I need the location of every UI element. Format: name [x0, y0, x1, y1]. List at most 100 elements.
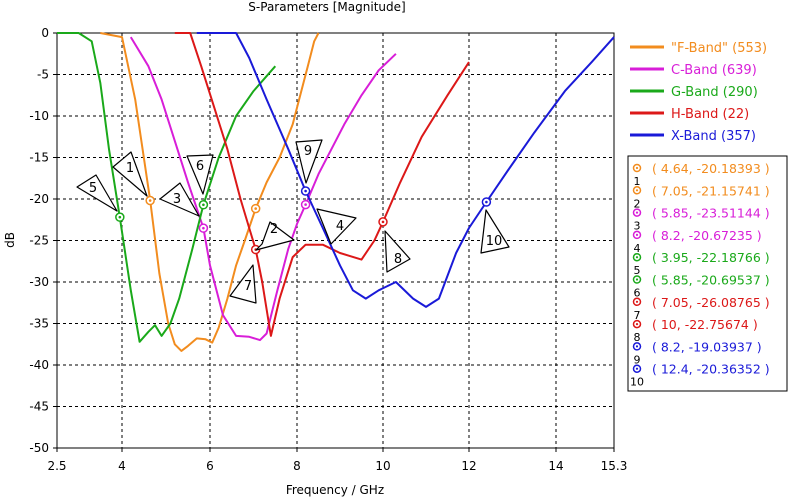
- readout-6-number: 6: [634, 287, 641, 300]
- y-tick-label: -15: [29, 151, 49, 165]
- readout-7-icon-dot: [635, 300, 639, 303]
- readout-1-icon-dot: [635, 166, 639, 170]
- readout-3-number: 3: [634, 220, 641, 233]
- series-line-5: [196, 32, 615, 308]
- readout-3-value: ( 5.85, -23.51144 ): [652, 206, 770, 221]
- series-line-4: [174, 32, 470, 337]
- axis-ticks: 2.5 4 6 8 10 12 14 15.30-5-10-15-20-25-30-35-40…: [29, 26, 627, 473]
- marker-1-callout-label: 1: [126, 161, 134, 176]
- grid: [57, 33, 614, 448]
- x-axis-label: Frequency / GHz: [286, 483, 384, 497]
- readout-9-value: ( 8.2, -19.03937 ): [652, 339, 762, 354]
- readout-5-number: 5: [634, 264, 641, 277]
- marker-8-callout-label: 8: [394, 252, 402, 267]
- marker-5-callout-label: 5: [89, 181, 97, 196]
- marker-9-callout-label: 9: [304, 144, 312, 159]
- marker-9-dot: [304, 189, 307, 193]
- marker-readout: 1 ( 4.64, -20.18393 ) 2 ( 7.05, -21.15741 )…: [630, 161, 770, 389]
- chart-title: S-Parameters [Magnitude]: [248, 0, 405, 14]
- marker-5-dot: [118, 215, 122, 219]
- y-tick-label: -30: [29, 275, 49, 289]
- marker-2-callout: [255, 221, 295, 251]
- y-axis-label: dB: [3, 232, 17, 248]
- readout-10-number: 10: [630, 376, 644, 389]
- readout-9-number: 9: [634, 353, 641, 366]
- marker-4-callout: [316, 208, 357, 245]
- x-tick-label: 2.5: [47, 459, 66, 473]
- marker-2-dot: [254, 207, 257, 210]
- marker-6-callout: [186, 154, 214, 195]
- marker-2-callout-label: 2: [270, 222, 278, 237]
- marker-4-dot: [304, 203, 307, 206]
- marker-10-callout-label: 10: [486, 234, 503, 249]
- marker-1-dot: [148, 199, 152, 202]
- y-tick-label: -5: [37, 68, 49, 82]
- marker-7-callout-label: 7: [244, 279, 252, 294]
- readout-5-icon-dot: [635, 256, 639, 259]
- legend-label-2: C-Band (639): [671, 63, 757, 78]
- readout-7-value: ( 7.05, -26.08765 ): [652, 295, 770, 310]
- readout-10-icon-dot: [635, 367, 639, 370]
- readout-2-icon-dot: [635, 189, 639, 192]
- marker-3-callout: [159, 182, 200, 217]
- legend-label-5: X-Band (357): [671, 129, 756, 144]
- marker-8-callout: [384, 230, 411, 273]
- marker-4-callout-label: 4: [336, 219, 344, 234]
- readout-8-value: ( 10, -22.75674 ): [652, 317, 758, 332]
- readout-8-icon-dot: [635, 323, 639, 326]
- series-line-1: [100, 32, 320, 352]
- readout-2-number: 2: [634, 197, 641, 210]
- readout-4-number: 4: [634, 242, 641, 255]
- x-tick-label: 12: [461, 459, 476, 473]
- series-line-3: [57, 32, 277, 343]
- marker-readout-box: [627, 155, 788, 392]
- marker-9-callout: [295, 139, 323, 184]
- marker-8-dot: [381, 220, 385, 224]
- legend-label-3: G-Band (290): [671, 85, 758, 100]
- y-tick-label: -45: [29, 400, 49, 414]
- marker-5-callout: [76, 174, 118, 212]
- marker-7-callout: [229, 264, 257, 304]
- readout-10-value: ( 12.4, -20.36352 ): [652, 362, 770, 377]
- marker-callouts: 1 2 3 4 5 6 7 8 9 10: [76, 139, 510, 304]
- readout-6-value: ( 5.85, -20.69537 ): [652, 273, 770, 288]
- readout-7-number: 7: [634, 309, 641, 322]
- marker-3-dot: [202, 226, 205, 230]
- legend-label-1: "F-Band" (553): [671, 41, 767, 56]
- legend: "F-Band" (553) C-Band (639) G-Band (290) H-…: [630, 41, 767, 144]
- x-tick-label: 4: [118, 459, 126, 473]
- readout-6-icon-dot: [635, 278, 639, 281]
- marker-10-callout: [480, 209, 510, 254]
- readout-1-number: 1: [634, 175, 641, 188]
- y-tick-label: -40: [29, 358, 49, 372]
- x-tick-label: 8: [293, 459, 301, 473]
- readout-9-icon-dot: [635, 345, 639, 348]
- y-tick-label: 0: [41, 26, 49, 40]
- readout-2-value: ( 7.05, -21.15741 ): [652, 183, 770, 198]
- marker-points: [115, 186, 492, 255]
- marker-1-callout: [112, 151, 148, 197]
- readout-3-icon-dot: [635, 211, 639, 214]
- x-tick-label: 6: [206, 459, 214, 473]
- y-tick-label: -35: [29, 317, 49, 331]
- series-lines: [57, 32, 615, 352]
- legend-label-4: H-Band (22): [671, 107, 749, 122]
- marker-3-callout-label: 3: [173, 192, 181, 207]
- x-tick-label: 10: [375, 459, 390, 473]
- y-tick-label: -50: [29, 441, 49, 455]
- y-tick-label: -10: [29, 109, 49, 123]
- readout-5-value: ( 3.95, -22.18766 ): [652, 250, 770, 265]
- x-tick-label: 14: [548, 459, 563, 473]
- readout-4-value: ( 8.2, -20.67235 ): [652, 228, 762, 243]
- readout-4-icon-dot: [635, 233, 639, 236]
- marker-6-dot: [202, 203, 205, 207]
- series-line-2: [129, 36, 397, 342]
- readout-1-value: ( 4.64, -20.18393 ): [652, 161, 770, 176]
- x-tick-label: 15.3: [601, 459, 628, 473]
- readout-8-number: 8: [634, 331, 641, 344]
- marker-6-callout-label: 6: [196, 159, 204, 174]
- marker-10-dot: [485, 200, 488, 204]
- y-tick-label: -20: [29, 192, 49, 206]
- y-tick-label: -25: [29, 234, 49, 248]
